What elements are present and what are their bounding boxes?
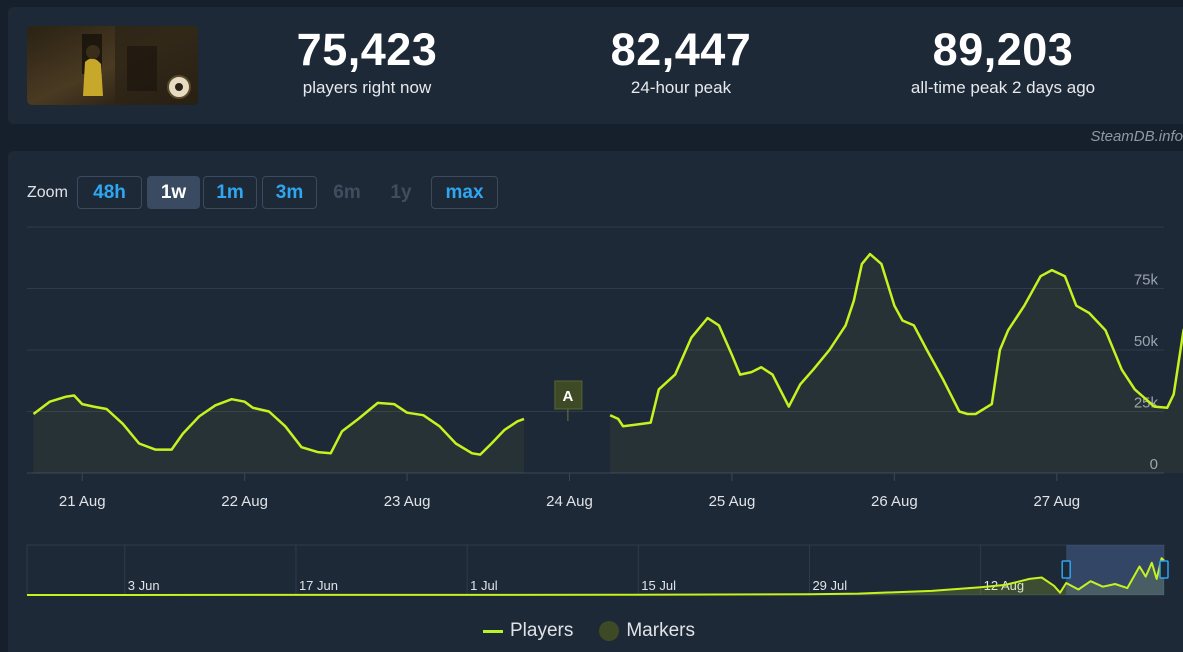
navigator-tick-label: 17 Jun bbox=[299, 578, 338, 593]
peak-24h-label: 24-hour peak bbox=[630, 78, 732, 97]
navigator-handle-right[interactable] bbox=[1159, 560, 1169, 579]
stat-24h-peak: 82,447 24-hour peak bbox=[531, 23, 831, 99]
x-tick-label: 26 Aug bbox=[871, 493, 918, 510]
navigator-tick-label: 3 Jun bbox=[128, 578, 160, 593]
navigator-series-line bbox=[26, 557, 1165, 596]
chart-legend: Players Markers bbox=[483, 620, 721, 642]
zoom-1m-button[interactable]: 1m bbox=[203, 176, 257, 209]
all-time-peak-label: all-time peak 2 days ago bbox=[910, 78, 1096, 97]
stat-all-time-peak: 89,203 all-time peak 2 days ago bbox=[853, 23, 1153, 99]
legend-item-players[interactable]: Players bbox=[483, 620, 573, 642]
players-now-value: 75,423 bbox=[296, 24, 438, 75]
navigator-tick-label: 15 Jul bbox=[641, 578, 676, 593]
markers-swatch-icon bbox=[599, 621, 620, 641]
y-tick-label: 75k bbox=[1134, 272, 1159, 289]
x-tick-label: 27 Aug bbox=[1033, 493, 1080, 510]
series-area bbox=[610, 254, 1183, 473]
all-time-peak-value: 89,203 bbox=[932, 24, 1074, 75]
chart-panel: Zoom 48h 1w 1m 3m 6m 1y max 0 25k 50k 75k 21… bbox=[8, 151, 1183, 652]
zoom-label: Zoom bbox=[27, 184, 68, 201]
stats-bar: 75,423 players right now 82,447 24-hour … bbox=[8, 7, 1183, 124]
players-swatch-icon bbox=[483, 629, 503, 633]
navigator-tick-label: 29 Jul bbox=[812, 578, 847, 593]
zoom-3m-button[interactable]: 3m bbox=[262, 176, 317, 209]
player-count-chart[interactable]: 0 25k 50k 75k 21 Aug 22 Aug 23 Aug 24 Aug 25 Aug… bbox=[8, 151, 1183, 652]
series-line-players bbox=[32, 394, 525, 456]
series-area bbox=[33, 395, 524, 473]
series-line-players bbox=[609, 252, 1183, 428]
annotation-label: A bbox=[562, 388, 573, 405]
zoom-6m-button: 6m bbox=[321, 176, 373, 209]
x-tick-label: 23 Aug bbox=[384, 493, 431, 510]
game-thumbnail[interactable] bbox=[27, 26, 198, 105]
x-tick-label: 24 Aug bbox=[546, 493, 593, 510]
legend-item-markers[interactable]: Markers bbox=[599, 620, 695, 642]
navigator-area bbox=[27, 558, 1164, 595]
y-tick-label: 25k bbox=[1134, 395, 1159, 412]
game-thumbnail-image bbox=[27, 26, 198, 105]
navigator-handle-left[interactable] bbox=[1061, 560, 1071, 579]
x-tick-label: 25 Aug bbox=[709, 493, 756, 510]
zoom-1w-button[interactable]: 1w bbox=[147, 176, 200, 209]
y-tick-label: 0 bbox=[1150, 456, 1158, 473]
navigator-tick-label: 1 Jul bbox=[470, 578, 498, 593]
zoom-48h-button[interactable]: 48h bbox=[77, 176, 142, 209]
stat-players-now: 75,423 players right now bbox=[217, 23, 517, 99]
x-tick-label: 21 Aug bbox=[59, 493, 106, 510]
players-now-label: players right now bbox=[302, 78, 432, 97]
peak-24h-value: 82,447 bbox=[610, 24, 752, 75]
annotation-flag bbox=[554, 380, 583, 410]
steamdb-credit[interactable]: SteamDB.info bbox=[1090, 128, 1183, 145]
legend-markers-label: Markers bbox=[626, 620, 695, 641]
legend-players-label: Players bbox=[510, 620, 574, 641]
y-tick-label: 50k bbox=[1134, 333, 1159, 350]
zoom-max-button[interactable]: max bbox=[431, 176, 498, 209]
x-tick-label: 22 Aug bbox=[221, 493, 268, 510]
zoom-1y-button: 1y bbox=[377, 176, 425, 209]
